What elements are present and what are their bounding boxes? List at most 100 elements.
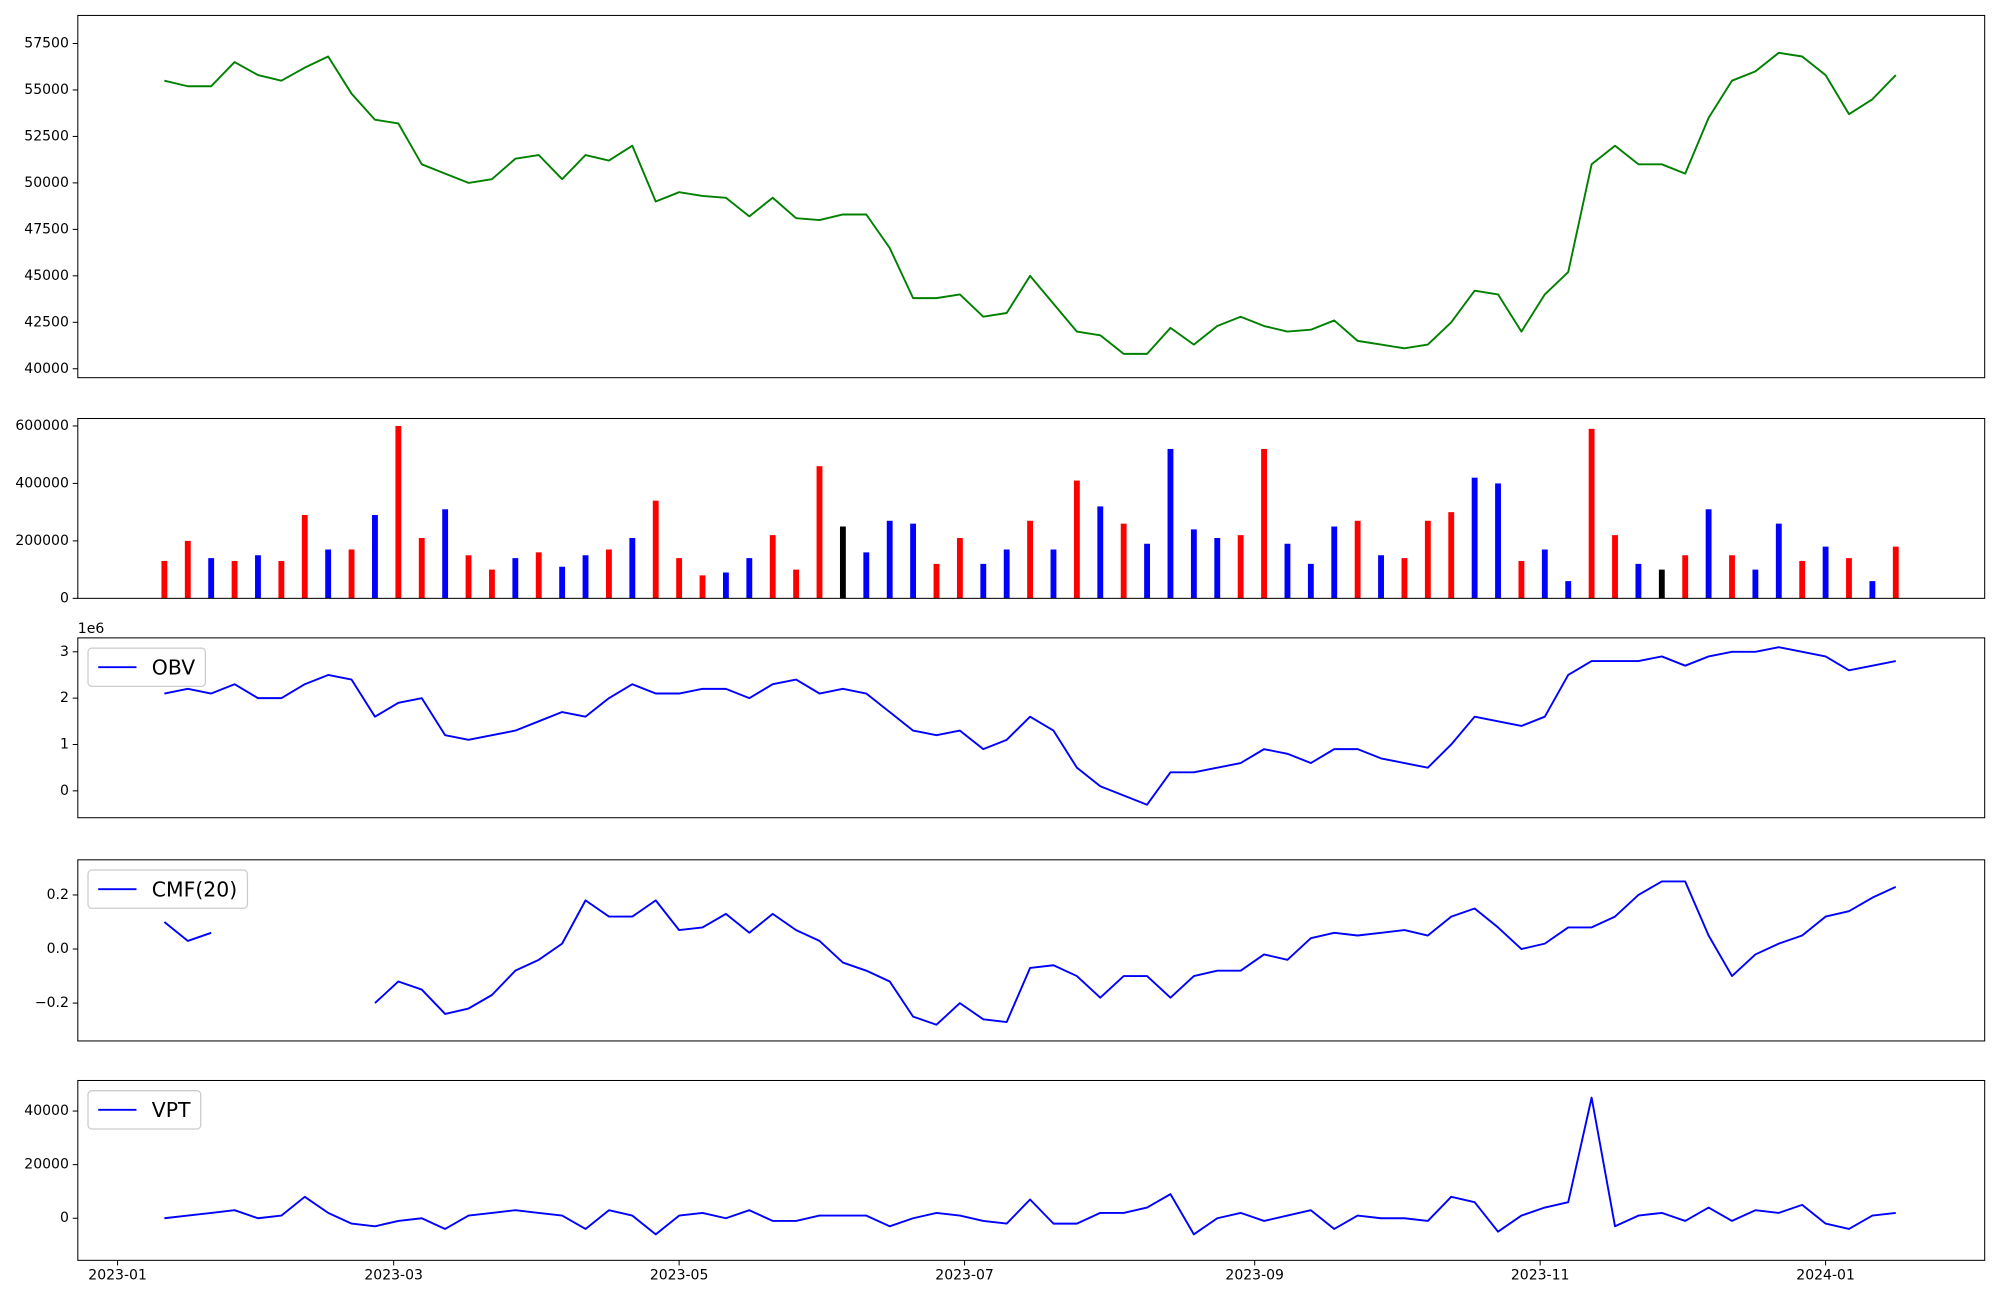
series-line: [163, 880, 1897, 1026]
y-tick-label: 0: [60, 590, 69, 606]
legend-box: [87, 647, 207, 687]
volume-bar: [1378, 555, 1384, 599]
y-tick-label: 50000: [24, 175, 69, 191]
volume-bar: [1401, 558, 1408, 599]
x-tick-label: 2023-05: [650, 1268, 709, 1284]
volume-bar: [465, 555, 472, 599]
volume-bar: [1214, 538, 1221, 599]
volume-bar: [1120, 523, 1127, 599]
series-line: [164, 646, 1896, 806]
axes-frame: [77, 1079, 1986, 1261]
y-tick-label: 600000: [15, 418, 69, 434]
volume-bar: [418, 538, 425, 599]
y-tick-label: 40000: [24, 361, 69, 377]
y-tick-label: 0: [60, 1210, 69, 1226]
x-tick-label: 2023-01: [88, 1268, 147, 1284]
volume-bar: [395, 425, 402, 599]
volume-bar: [863, 552, 870, 599]
volume-bar: [1354, 520, 1361, 599]
volume-bar: [301, 515, 308, 599]
volume-bar: [535, 552, 542, 599]
volume-bar: [746, 558, 753, 599]
volume-bar: [1729, 555, 1735, 599]
y-tick-label: 1: [60, 736, 69, 752]
volume-bar: [1424, 520, 1431, 599]
y-tick-label: 0: [60, 783, 69, 799]
y-tick-label: 400000: [15, 475, 69, 491]
axes-frame: [77, 859, 1986, 1042]
y-tick-label: −0.2: [35, 995, 69, 1011]
volume-bar: [1892, 546, 1899, 599]
volume-bar: [1448, 512, 1455, 599]
axes-frame: [77, 637, 1986, 819]
y-tick-label: 20000: [24, 1157, 69, 1173]
volume-bar: [1612, 535, 1618, 599]
volume-bar: [372, 515, 378, 599]
y-tick-label: 52500: [24, 128, 69, 144]
legend-box: [87, 1090, 202, 1130]
volume-bar: [231, 560, 238, 599]
volume-bar: [1495, 483, 1501, 599]
x-tick-label: 2023-03: [364, 1268, 423, 1284]
volume-bar: [1284, 543, 1291, 599]
volume-bar: [910, 523, 917, 599]
volume-bar: [1471, 477, 1478, 599]
volume-bar: [255, 555, 261, 599]
volume-bar: [816, 466, 823, 599]
volume-bar: [1027, 520, 1034, 599]
volume-bar: [1331, 526, 1338, 599]
y-offset-label: 1e6: [78, 621, 105, 637]
volume-bar: [1869, 581, 1876, 599]
volume-bar: [1705, 509, 1712, 599]
series-line: [164, 51, 1897, 355]
volume-bar: [839, 526, 846, 599]
volume-bar: [1682, 555, 1689, 599]
volume-bar: [1658, 569, 1665, 599]
volume-bar: [325, 549, 332, 599]
volume-bar: [512, 558, 519, 599]
volume-bar: [1752, 569, 1759, 599]
volume-bar: [489, 569, 495, 599]
volume-bar: [1541, 549, 1548, 599]
y-tick-label: 57500: [24, 35, 69, 51]
legend-text: OBV: [152, 655, 195, 679]
legend-text: VPT: [152, 1098, 191, 1122]
y-tick-label: 200000: [15, 533, 69, 549]
volume-bar: [1635, 563, 1642, 599]
y-tick-label: 45000: [24, 268, 69, 284]
volume-bar: [582, 555, 589, 599]
y-tick-label: 40000: [24, 1103, 69, 1119]
x-tick-label: 2024-01: [1796, 1268, 1855, 1284]
volume-bar: [1846, 558, 1852, 599]
volume-bar: [1237, 535, 1244, 599]
volume-bar: [1261, 448, 1267, 599]
x-tick-label: 2023-09: [1225, 1268, 1284, 1284]
y-tick-label: 0.0: [47, 941, 69, 957]
volume-bar: [1565, 581, 1572, 599]
volume-bar: [933, 563, 940, 599]
volume-bar: [980, 563, 987, 599]
x-tick-label: 2023-07: [935, 1268, 994, 1284]
volume-bar: [1518, 560, 1525, 599]
volume-bar: [1307, 563, 1314, 599]
volume-bar: [1822, 546, 1829, 599]
series-line: [164, 1096, 1896, 1236]
legend-box: [87, 869, 249, 909]
volume-bar: [348, 549, 355, 599]
volume-bar: [559, 566, 566, 599]
volume-bar: [1073, 480, 1080, 599]
axes-frame: [77, 14, 1986, 379]
y-tick-label: 2: [60, 690, 69, 706]
volume-bar: [278, 560, 285, 599]
volume-bar: [1775, 523, 1782, 599]
volume-bar: [1050, 549, 1057, 599]
volume-bar: [676, 558, 683, 599]
volume-bar: [208, 558, 215, 599]
volume-bar: [652, 500, 659, 599]
volume-bar: [886, 520, 893, 599]
volume-bar: [1144, 543, 1150, 599]
y-tick-label: 42500: [24, 314, 69, 330]
y-tick-label: 55000: [24, 82, 69, 98]
